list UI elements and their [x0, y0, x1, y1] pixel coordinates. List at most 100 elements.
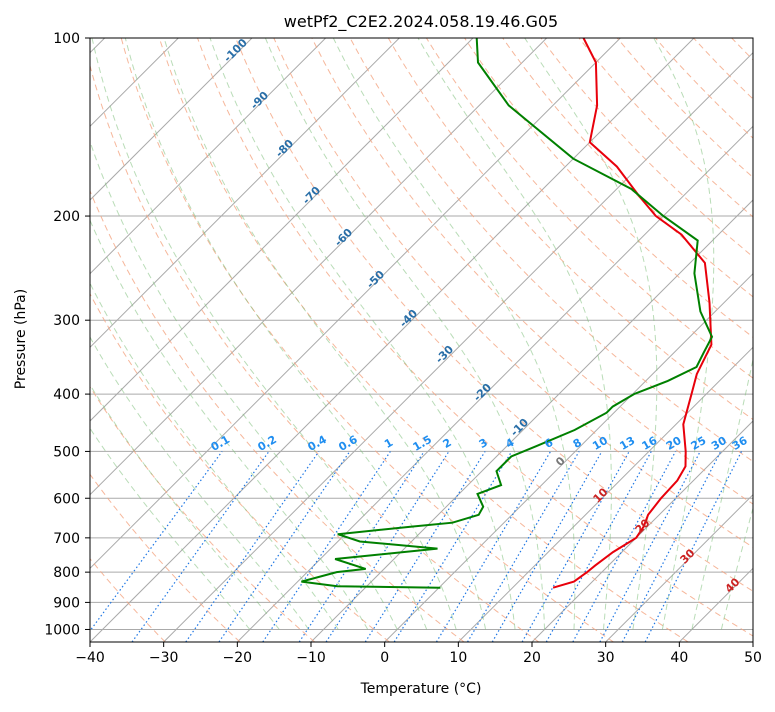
moist-adiabat-line	[0, 38, 309, 630]
adiabat-label: 20	[633, 516, 653, 536]
mixing-ratio-line	[622, 451, 720, 642]
x-tick-label: 30	[597, 650, 615, 666]
adiabat-label: -60	[332, 226, 355, 249]
x-tick-label: 10	[449, 650, 467, 666]
mixing-ratio-label: 0.1	[209, 433, 232, 454]
moist-adiabat-line	[654, 38, 714, 630]
dry-adiabat-line	[274, 38, 775, 642]
mixing-ratio-label: 25	[689, 434, 709, 453]
x-tick-label: 20	[523, 650, 541, 666]
x-tick-label: −40	[75, 650, 105, 666]
dry-adiabat-line	[83, 38, 539, 642]
mixing-ratio-label: 0.6	[336, 433, 360, 454]
plot-frame	[90, 38, 753, 642]
adiabat-label: -30	[433, 343, 456, 366]
mixing-ratio-label: 2	[441, 436, 454, 451]
y-tick-label: 300	[53, 313, 80, 329]
moist-adiabat-line	[692, 38, 775, 630]
isotherm-line	[385, 38, 775, 642]
adiabat-label: 10	[591, 485, 611, 505]
y-tick-label: 800	[53, 565, 80, 581]
isotherm-line	[0, 38, 326, 642]
y-axis-label: Pressure (hPa)	[13, 289, 29, 389]
mixing-ratio-label: 3	[477, 436, 490, 451]
dry-adiabat-line	[198, 38, 763, 642]
dry-adiabat-line	[503, 38, 775, 642]
dry-adiabat-line	[770, 38, 775, 642]
x-tick-label: −30	[149, 650, 179, 666]
mixing-ratio-line	[546, 451, 651, 642]
y-tick-label: 200	[53, 209, 80, 225]
adiabat-label: -40	[397, 307, 420, 330]
mixing-ratio-label: 13	[618, 434, 638, 453]
isotherm-line	[164, 38, 768, 642]
moist-adiabat-line	[265, 38, 544, 630]
dry-adiabat-line	[465, 38, 775, 642]
isotherm-line	[0, 38, 399, 642]
adiabat-label: 40	[723, 575, 743, 595]
mixing-ratio-label: 16	[640, 434, 660, 453]
mixing-ratio-label: 20	[664, 434, 684, 453]
moist-adiabat-line	[63, 38, 397, 630]
x-tick-label: 40	[670, 650, 688, 666]
isotherm-line	[753, 38, 775, 642]
dry-adiabat-line	[312, 38, 775, 642]
x-tick-label: −10	[296, 650, 326, 666]
adiabat-label: -70	[300, 184, 323, 207]
dry-adiabat-line	[159, 38, 688, 642]
y-tick-label: 1000	[44, 622, 80, 638]
temperature-profile-line	[553, 38, 711, 588]
x-axis-label: Temperature (°C)	[360, 681, 482, 697]
adiabat-label: 30	[678, 546, 698, 566]
dry-adiabat-line	[655, 38, 775, 642]
mixing-ratio-label: 0.2	[256, 433, 279, 454]
mixing-ratio-label: 0.4	[306, 433, 330, 454]
mixing-ratio-label: 10	[590, 434, 610, 453]
dry-adiabat-line	[426, 38, 775, 642]
mixing-ratio-label: 1.5	[411, 433, 434, 454]
adiabat-label: -100	[221, 36, 250, 65]
y-tick-label: 700	[53, 531, 80, 547]
y-tick-label: 400	[53, 387, 80, 403]
y-tick-label: 900	[53, 595, 80, 611]
isotherm-line	[16, 38, 620, 642]
x-tick-label: 0	[380, 650, 389, 666]
mixing-ratio-line	[522, 451, 629, 642]
x-tick-label: 50	[744, 650, 762, 666]
moist-adiabat-line	[0, 38, 250, 630]
isotherm-line	[0, 38, 547, 642]
adiabat-label: -10	[508, 416, 531, 439]
dry-adiabat-line	[0, 38, 240, 642]
adiabat-label: -20	[471, 381, 494, 404]
dry-adiabat-line	[236, 38, 775, 642]
moist-adiabat-line	[37, 38, 367, 630]
moist-adiabat-line	[525, 38, 657, 630]
isotherm-line	[311, 38, 775, 642]
y-tick-label: 600	[53, 491, 80, 507]
y-tick-label: 100	[53, 31, 80, 47]
dry-adiabat-line	[0, 38, 315, 642]
y-tick-label: 500	[53, 444, 80, 460]
mixing-ratio-label: 30	[709, 434, 729, 453]
isotherm-line	[679, 38, 775, 642]
mixing-ratio-line	[600, 451, 700, 642]
adiabat-label: -50	[364, 268, 387, 291]
moist-adiabat-line	[418, 38, 611, 630]
adiabat-label: -80	[273, 137, 296, 160]
mixing-ratio-label: 1	[382, 436, 395, 451]
mixing-ratio-line	[326, 451, 449, 642]
x-tick-label: −20	[223, 650, 253, 666]
dry-adiabat-line	[694, 38, 775, 642]
mixing-ratio-line	[82, 451, 222, 642]
mixing-ratio-label: 8	[571, 436, 584, 451]
moist-adiabat-line	[333, 38, 575, 630]
isotherm-line	[90, 38, 694, 642]
chart-title: wetPf2_C2E2.2024.058.19.46.G05	[284, 12, 558, 32]
isotherm-line	[532, 38, 775, 642]
dry-adiabat-line	[388, 38, 775, 642]
mixing-ratio-line	[219, 451, 350, 642]
moist-adiabat-line	[125, 38, 456, 630]
dry-adiabat-line	[7, 38, 390, 642]
